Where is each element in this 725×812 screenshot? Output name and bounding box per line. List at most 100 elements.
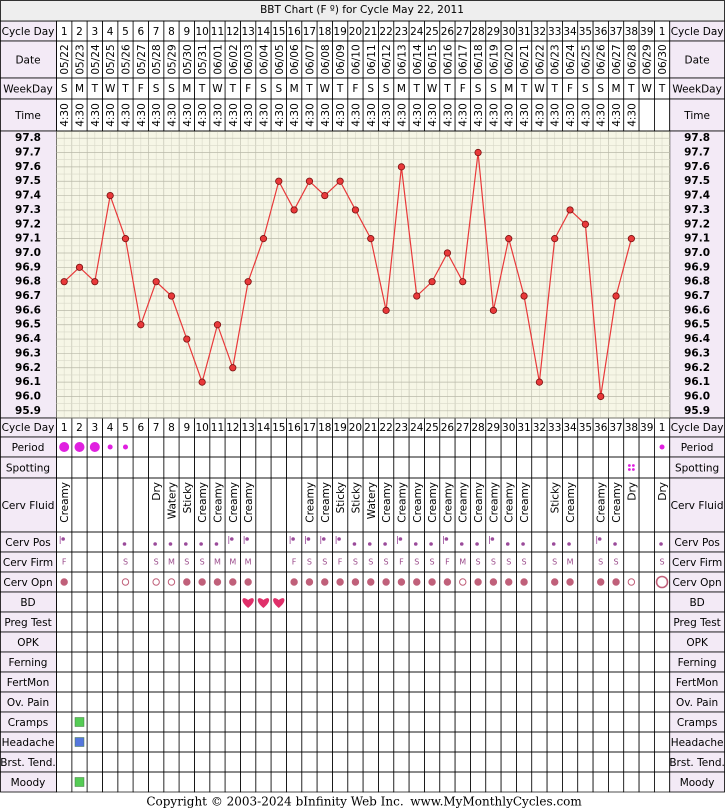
cycle-day: 18 [318, 422, 331, 434]
copyright: Copyright © 2003-2024 bInfinity Web Inc. [146, 795, 403, 809]
cycle-day: 30 [502, 422, 515, 434]
cycle-day: 19 [333, 26, 346, 38]
time: 4:30 [427, 103, 439, 127]
date: 06/03 [243, 44, 255, 74]
time: 4:30 [212, 103, 224, 127]
weekday: S [490, 83, 497, 95]
temp-point [367, 235, 375, 243]
cycle-day: 27 [456, 422, 469, 434]
cerv-opn-icon [520, 578, 528, 586]
cycle-day: 36 [594, 26, 608, 38]
y-tick-label: 96.0 [684, 390, 710, 402]
date: 06/07 [304, 44, 316, 74]
y-tick-label: 96.1 [15, 376, 41, 388]
cycle-day: 17 [303, 26, 316, 38]
cerv-opn-icon [655, 575, 669, 589]
temp-point [581, 220, 589, 228]
weekday: S [383, 83, 390, 95]
cycle-day: 16 [287, 422, 301, 434]
row-label: Cerv Pos [674, 537, 720, 549]
cerv-opn-icon [566, 578, 574, 586]
time: 4:30 [166, 103, 178, 127]
weekday: M [504, 83, 513, 95]
cycle-day: 37 [609, 422, 622, 434]
label-cell [669, 477, 725, 533]
cerv-fluid: Creamy [197, 482, 209, 523]
weekday: T [121, 83, 129, 95]
weekday: S [597, 83, 604, 95]
temp-point [336, 177, 344, 185]
weekday: T [551, 83, 559, 95]
y-tick-label: 97.4 [684, 190, 710, 202]
time: 4:30 [274, 103, 286, 127]
cycle-day: 37 [609, 26, 622, 38]
cycle-day: 31 [517, 26, 530, 38]
date: 06/21 [519, 44, 531, 74]
period-icon [74, 442, 85, 452]
date: 06/10 [350, 44, 362, 74]
y-tick-label: 97.6 [15, 161, 41, 173]
cycle-day: 28 [471, 26, 484, 38]
cerv-opn-icon [397, 578, 406, 586]
cerv-firm: S [184, 558, 189, 567]
period-icon [122, 444, 128, 450]
row-label: Cerv Firm [672, 557, 722, 569]
cerv-opn-icon [551, 578, 559, 586]
cycle-day: 21 [364, 422, 377, 434]
weekday: W [212, 83, 223, 95]
cerv-firm: S [552, 558, 557, 567]
cycle-day: 26 [441, 422, 455, 434]
y-tick-label: 96.3 [15, 347, 41, 359]
cerv-fluid: Creamy [442, 482, 454, 523]
time: 4:30 [412, 103, 424, 127]
y-tick-label: 96.7 [15, 290, 41, 302]
cerv-firm: F [445, 558, 450, 567]
weekday: M [75, 83, 84, 95]
label-cell [669, 98, 725, 132]
cerv-pos-icon [597, 537, 602, 541]
date: 06/17 [458, 44, 470, 74]
cerv-firm: M [168, 558, 175, 567]
date: 06/05 [274, 44, 286, 74]
date: 06/12 [381, 44, 393, 74]
label-cell [0, 477, 57, 533]
temp-point [167, 292, 176, 300]
cerv-firm: S [353, 558, 358, 567]
weekday: W [642, 83, 653, 95]
temp-point [397, 163, 406, 171]
y-tick-label: 96.5 [15, 319, 41, 331]
row-label: Spotting [6, 463, 50, 475]
label-cell [669, 130, 725, 419]
cycle-day: 28 [471, 422, 484, 434]
weekday: S [275, 83, 282, 95]
temp-point [198, 378, 206, 386]
date: 06/16 [442, 44, 454, 75]
row-label: OPK [686, 637, 709, 649]
temp-point [505, 235, 513, 243]
row-label: Cerv Opn [3, 577, 52, 589]
cerv-firm: S [659, 558, 664, 567]
cycle-day: 20 [349, 422, 362, 434]
cerv-firm: F [62, 558, 67, 567]
cerv-pos-icon [475, 542, 479, 546]
weekday: S [582, 83, 589, 95]
cerv-fluid: Watery [166, 482, 178, 519]
date: 05/26 [120, 44, 132, 75]
cycle-day: 3 [91, 26, 98, 38]
date: 06/28 [626, 44, 638, 74]
row-label: WeekDay [672, 84, 722, 96]
cerv-firm: M [567, 558, 574, 567]
cerv-firm: S [322, 558, 327, 567]
temp-point [520, 292, 528, 300]
cerv-pos-icon [61, 537, 65, 541]
temp-point [121, 235, 130, 243]
row-label: Time [683, 110, 710, 122]
row-label: Date [685, 55, 710, 67]
cycle-day: 24 [410, 422, 424, 434]
temp-point [244, 278, 252, 286]
spotting-icon [627, 468, 631, 471]
cerv-opn-icon [367, 578, 375, 586]
time: 4:30 [197, 103, 209, 127]
cerv-pos-icon [321, 537, 326, 541]
weekday: S [153, 83, 160, 95]
